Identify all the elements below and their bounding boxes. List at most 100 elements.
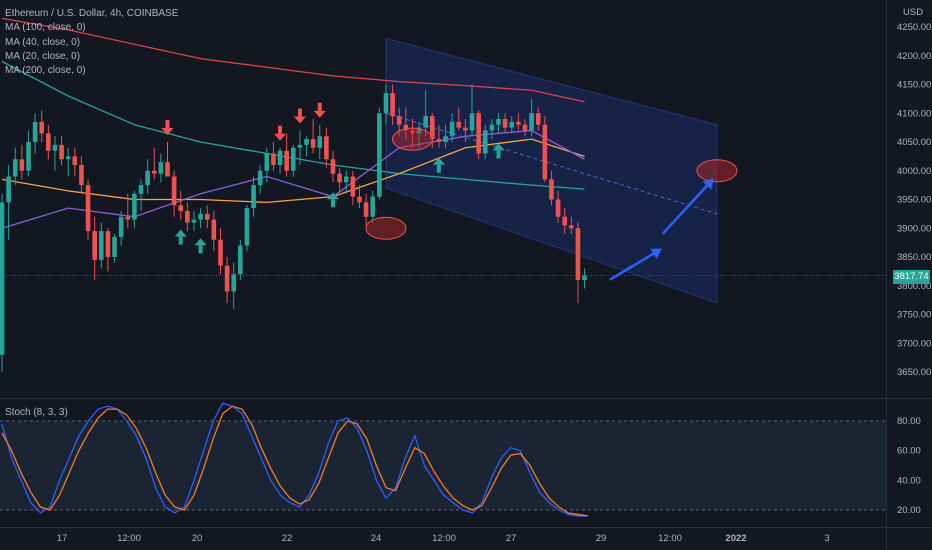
candle-body[interactable] [224,265,230,292]
down-arrow-head[interactable] [161,128,174,135]
candle-body[interactable] [99,231,104,260]
candle-body[interactable] [575,228,581,280]
candle-body[interactable] [482,130,488,154]
candle-body[interactable] [158,162,164,174]
candle-body[interactable] [72,156,78,165]
candle-body[interactable] [509,121,515,128]
up-arrow-head[interactable] [174,229,187,237]
candle-body[interactable] [284,150,289,171]
candle-body[interactable] [151,170,157,174]
candle-body[interactable] [112,236,117,257]
up-arrow-head[interactable] [432,157,445,165]
candle-body[interactable] [59,144,64,160]
highlight-ellipse[interactable] [391,127,433,151]
candle-body[interactable] [476,113,481,154]
candle-body[interactable] [304,139,309,145]
candle-body[interactable] [6,176,11,203]
candle-body[interactable] [39,121,45,134]
candle-body[interactable] [377,113,382,197]
candle-body[interactable] [337,173,342,183]
candle-body[interactable] [138,185,144,194]
candle-body[interactable] [562,216,567,226]
candle-body[interactable] [165,162,170,177]
candle-body[interactable] [105,231,111,257]
candle-body[interactable] [582,275,587,280]
candle-body[interactable] [330,159,336,174]
candle-body[interactable] [132,193,137,220]
candle-body[interactable] [46,133,51,151]
projection-arrow-shaft[interactable] [609,250,658,281]
candle-body[interactable] [19,159,25,171]
candle-body[interactable] [12,159,18,177]
candle-body[interactable] [171,176,177,206]
candle-body[interactable] [324,136,329,160]
indicator-ma40-label[interactable]: MA (40, close, 0) [5,36,81,48]
candle-body[interactable] [198,213,203,220]
candle-body[interactable] [535,113,541,125]
candle-body[interactable] [469,113,475,131]
up-arrow-head[interactable] [492,143,505,151]
candle-body[interactable] [357,196,362,203]
down-arrow-head[interactable] [293,116,306,124]
candle-body[interactable] [204,213,210,220]
candle-body[interactable] [449,121,455,137]
candle-body[interactable] [542,124,548,180]
candle-body[interactable] [436,139,442,142]
stoch-line[interactable] [1,402,588,517]
candle-body[interactable] [383,93,389,114]
oscillator-label[interactable]: Stoch (8, 3, 3) [5,407,68,418]
highlight-ellipse[interactable] [365,216,407,240]
candle-body[interactable] [555,199,561,217]
candle-body[interactable] [0,202,5,355]
up-arrow-head[interactable] [194,238,207,246]
candle-body[interactable] [251,185,256,209]
candle-body[interactable] [32,121,38,142]
candle-body[interactable] [118,216,124,237]
candle-body[interactable] [125,216,131,220]
symbol-title[interactable]: Ethereum / U.S. Dollar, 4h, COINBASE [5,8,179,19]
candle-body[interactable] [317,136,323,148]
candle-body[interactable] [244,208,250,246]
candle-body[interactable] [363,202,369,217]
candle-body[interactable] [516,121,521,125]
down-arrow-shaft[interactable] [317,102,322,111]
candle-body[interactable] [257,170,263,186]
candle-body[interactable] [271,153,276,166]
highlight-ellipse[interactable] [696,159,738,183]
candle-body[interactable] [502,119,508,128]
candle-body[interactable] [343,176,349,183]
candle-body[interactable] [310,139,316,148]
candle-body[interactable] [191,219,197,223]
candle-body[interactable] [430,116,435,140]
candle-body[interactable] [65,156,71,160]
candle-body[interactable] [264,153,270,171]
candle-body[interactable] [79,165,84,186]
projection-arrow-head[interactable] [650,248,662,259]
candle-body[interactable] [85,185,91,232]
candle-body[interactable] [350,176,356,197]
candle-body[interactable] [522,124,528,131]
candle-body[interactable] [443,136,448,142]
candle-body[interactable] [396,116,402,125]
candle-body[interactable] [238,245,243,275]
down-arrow-shaft[interactable] [278,125,283,134]
candle-body[interactable] [218,239,223,266]
candle-body[interactable] [297,144,303,148]
candle-body[interactable] [145,170,150,186]
up-arrow-head[interactable] [327,192,339,200]
ma-line[interactable] [1,17,585,103]
candle-body[interactable] [403,124,409,131]
candle-body[interactable] [416,127,422,134]
candle-body[interactable] [410,130,415,134]
down-arrow-shaft[interactable] [297,108,302,117]
candle-body[interactable] [231,274,236,292]
indicator-ma200-label[interactable]: MA (200, close, 0) [5,65,86,77]
candle-body[interactable] [185,211,190,223]
candle-body[interactable] [290,147,296,171]
candle-body[interactable] [569,225,574,229]
candle-body[interactable] [390,93,395,117]
up-arrow-shaft[interactable] [496,150,501,159]
candle-body[interactable] [370,196,376,217]
candle-body[interactable] [26,142,31,171]
